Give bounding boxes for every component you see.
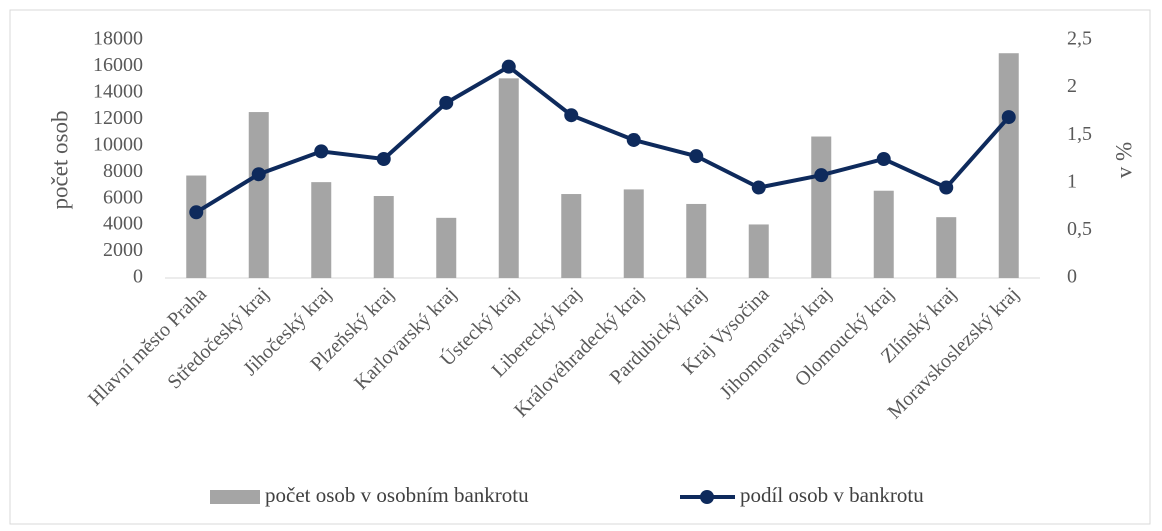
- y2-tick-label: 1: [1067, 170, 1077, 192]
- legend-swatch: [210, 490, 260, 504]
- line-marker: [814, 168, 829, 183]
- line-marker: [314, 144, 329, 159]
- bar: [373, 196, 394, 278]
- y2-tick-label: 1,5: [1067, 123, 1092, 145]
- bar: [498, 78, 519, 278]
- line-marker: [751, 180, 766, 195]
- y-tick-label: 18000: [93, 28, 143, 50]
- legend-label: počet osob v osobním bankrotu: [265, 483, 529, 507]
- line-marker: [689, 149, 704, 164]
- legend-swatch-marker: [700, 490, 714, 504]
- y-tick-label: 16000: [93, 54, 143, 76]
- line-marker: [251, 167, 266, 182]
- bar: [311, 182, 332, 278]
- bar: [811, 136, 832, 278]
- y2-tick-label: 2,5: [1067, 28, 1092, 50]
- bar: [623, 189, 644, 278]
- line: [195, 64, 1011, 215]
- y-tick-label: 10000: [93, 133, 143, 155]
- y2-tick-label: 2: [1067, 75, 1077, 97]
- bar: [998, 53, 1019, 278]
- legend-label: podíl osob v bankrotu: [740, 483, 924, 507]
- line-marker: [376, 152, 391, 166]
- y-tick-label: 4000: [103, 213, 143, 235]
- bar: [686, 203, 707, 278]
- line-marker: [564, 108, 579, 123]
- bar: [248, 112, 269, 278]
- bar: [436, 217, 457, 278]
- y-tick-label: 12000: [93, 107, 143, 129]
- line-marker: [439, 95, 454, 110]
- y-tick-label: 2000: [103, 239, 143, 261]
- line-marker: [626, 132, 641, 147]
- y-axis-label: počet osob: [47, 110, 72, 209]
- y2-axis-label: v %: [1111, 142, 1136, 178]
- bar: [936, 217, 957, 278]
- bar: [873, 190, 894, 278]
- line-marker: [939, 180, 954, 195]
- y-tick-label: 6000: [103, 186, 143, 208]
- bar: [748, 224, 769, 278]
- y-tick-label: 8000: [103, 160, 143, 182]
- line-marker: [501, 59, 516, 74]
- y-tick-label: 14000: [93, 80, 143, 102]
- line-marker: [1001, 110, 1016, 125]
- y-tick-label: 0: [133, 266, 143, 288]
- y2-tick-label: 0,5: [1067, 218, 1092, 240]
- line-marker: [876, 152, 891, 166]
- bar: [186, 175, 207, 278]
- bar: [561, 194, 582, 278]
- y2-tick-label: 0: [1067, 266, 1077, 288]
- line-marker: [189, 205, 204, 220]
